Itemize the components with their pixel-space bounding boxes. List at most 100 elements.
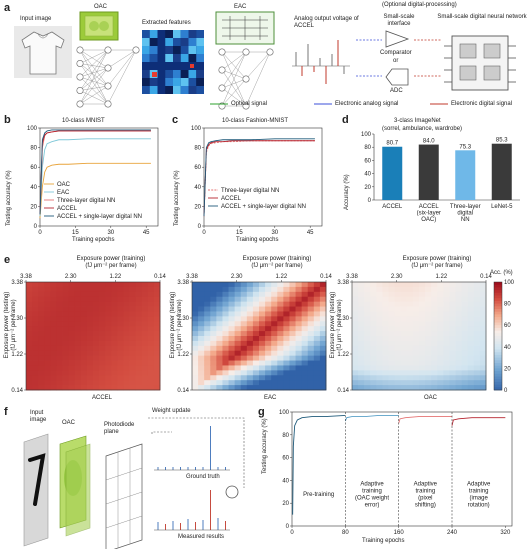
heatmap-3-cell-8-14 (400, 350, 408, 357)
heatmap-3-cell-17-0 (455, 282, 463, 288)
heatmap-1-cell-21-14 (153, 350, 161, 357)
heatmap-2-cell-17-1 (295, 286, 303, 293)
colorbar-cell-31 (494, 365, 502, 369)
heatmap-2-cell-2-17 (204, 365, 211, 371)
heatmap-2-cell-14-16 (277, 360, 284, 366)
heatmap-1-cell-17-19 (129, 375, 137, 381)
heatmap-2-cell-6-3 (228, 296, 236, 303)
chart-g-xtick-label-3: 240 (447, 530, 458, 536)
chart-b-ytick-label-0: 0 (34, 224, 38, 230)
heatmap-1-cell-2-7 (38, 316, 45, 322)
f-optical-setup-diagram (23, 431, 172, 549)
heatmap-1-cell-7-8 (68, 321, 76, 327)
heatmap-2-cell-21-13 (319, 345, 327, 352)
heatmap-1-cell-10-3 (86, 296, 94, 303)
colorbar-gradient (494, 282, 502, 391)
heatmap-2-cell-1-14 (198, 350, 205, 357)
heatmap-2-cell-1-1 (198, 286, 205, 293)
heatmap-2-cell-0-13 (192, 345, 199, 352)
heatmap-3-cell-20-3 (473, 296, 481, 303)
heatmap-1-cell-7-20 (68, 380, 76, 386)
heatmap-3-cell-17-15 (455, 355, 463, 361)
heatmap-3-cell-8-21 (400, 385, 408, 391)
heatmap-2-cell-14-15 (277, 355, 284, 361)
heatmap-3-cell-12-5 (425, 306, 432, 312)
heatmap-2-cell-19-10 (307, 331, 315, 337)
heatmap-2-cell-1-17 (198, 365, 205, 371)
heatmap-3-cell-19-3 (467, 296, 475, 303)
heatmap-3-cell-11-9 (419, 326, 426, 332)
heatmap-3-cell-3-2 (370, 291, 377, 298)
heatmap-3-cell-0-10 (352, 331, 359, 337)
heatmap-1-cell-6-15 (62, 355, 70, 361)
heatmap-1-cell-8-16 (74, 360, 82, 366)
heatmap-1-cell-16-2 (123, 291, 130, 298)
heatmap-3-cell-6-10 (388, 331, 396, 337)
heatmap-3-cell-16-3 (449, 296, 456, 303)
chart-g-xtick-label-1: 80 (342, 530, 349, 536)
chart-d-category-label-1-1: (six-layer (417, 211, 441, 217)
heatmap-2-cell-16-2 (289, 291, 296, 298)
heatmap-2-cell-8-0 (240, 282, 248, 288)
heatmap-2-cell-11-12 (259, 340, 266, 347)
heatmap-2-cell-11-6 (259, 311, 266, 317)
chart-b-legend-label-0: OAC (57, 182, 71, 188)
heatmap-2-cell-9-15 (246, 355, 254, 361)
heatmap-3-cell-15-1 (443, 286, 450, 293)
heatmap-1-cell-8-1 (74, 286, 82, 293)
heatmap-2-cell-5-19 (222, 375, 229, 381)
heatmap-2-cell-7-9 (234, 326, 242, 332)
heatmap-1-cell-18-8 (135, 321, 143, 327)
chart-c-ytick-label-5: 100 (191, 126, 202, 132)
heatmap-1-cell-9-14 (80, 350, 88, 357)
heatmap-2-cell-0-17 (192, 365, 199, 371)
heatmap-1-cell-12-15 (99, 355, 106, 361)
comparator-icon (385, 30, 410, 48)
heatmap-2-cell-7-18 (234, 370, 242, 376)
heatmap-2-cell-3-1 (210, 286, 217, 293)
heatmap-2-cell-15-5 (283, 306, 290, 312)
heatmap-2-cell-19-8 (307, 321, 315, 327)
colorbar-label: Acc. (%) (490, 270, 513, 276)
heatmap-1-cell-21-12 (153, 340, 161, 347)
heatmap-2-cell-16-3 (289, 296, 296, 303)
heatmap-3-cell-12-19 (425, 375, 432, 381)
heatmap-3-cell-19-2 (467, 291, 475, 298)
heatmap-2-cell-7-5 (234, 306, 242, 312)
heatmap-3-cell-11-18 (419, 370, 426, 376)
heatmap-1-cell-3-18 (44, 370, 51, 376)
heatmap-2-cell-8-2 (240, 291, 248, 298)
chart-g-ytick-label-2: 40 (282, 478, 289, 484)
heatmap-3-cell-0-17 (352, 365, 359, 371)
heatmap-1-cell-3-7 (44, 316, 51, 322)
heatmap-1-cell-1-21 (32, 385, 39, 391)
heatmap-2-cell-10-3 (252, 296, 260, 303)
heatmap-1-cell-16-11 (123, 336, 130, 342)
heatmap-2-cell-13-13 (271, 345, 278, 352)
heatmap-1-cell-13-14 (105, 350, 112, 357)
heatmap-1-cell-21-5 (153, 306, 161, 312)
heatmap-1-cell-1-12 (32, 340, 39, 347)
heatmap-2-cell-9-6 (246, 311, 254, 317)
heatmap-3-cell-5-2 (382, 291, 389, 298)
heatmap-3-cell-13-1 (431, 286, 438, 293)
heatmap-2-ytick-label-1: 2.30 (177, 316, 189, 322)
heatmap-1-cell-9-10 (80, 331, 88, 337)
heatmap-2-cell-9-19 (246, 375, 254, 381)
heatmap-3-cell-18-3 (461, 296, 469, 303)
heatmap-1-cell-19-6 (141, 311, 149, 317)
heatmap-1-cell-20-20 (147, 380, 155, 386)
heatmap-1-cell-14-5 (111, 306, 118, 312)
heatmap-3-cell-4-13 (376, 345, 383, 352)
heatmap-3-cell-20-9 (473, 326, 481, 332)
heatmap-3-xtick-label-0: 3.38 (346, 274, 358, 280)
heatmap-1-cell-6-5 (62, 306, 70, 312)
heatmap-3-cell-14-15 (437, 355, 444, 361)
heatmap-1-cell-5-1 (56, 286, 63, 293)
heatmap-2-cell-3-10 (210, 331, 217, 337)
heatmap-2-cell-10-9 (252, 326, 260, 332)
colorbar-tick-3: 40 (504, 345, 511, 351)
colorbar-cell-27 (494, 354, 502, 358)
heatmap-1-cell-11-11 (93, 336, 100, 342)
heatmap-3-cell-14-16 (437, 360, 444, 366)
